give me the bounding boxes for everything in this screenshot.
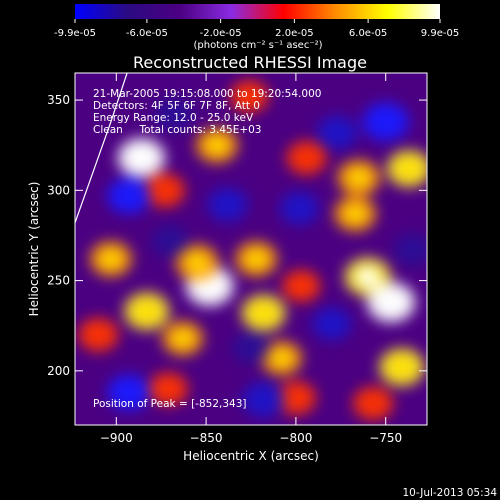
negative-blob — [317, 115, 358, 150]
emission-core — [186, 253, 208, 272]
x-tick-label: −800 — [279, 431, 312, 445]
y-tick-label: 250 — [47, 274, 70, 288]
emission-blob — [286, 141, 327, 175]
emission-blob — [148, 372, 188, 406]
y-tick-label: 350 — [47, 93, 70, 107]
x-tick-label: −900 — [100, 431, 133, 445]
emission-blob — [144, 173, 185, 208]
negative-blob — [151, 225, 189, 257]
y-tick-label: 300 — [47, 183, 70, 197]
negative-blob — [154, 98, 193, 131]
detectors-text: Detectors: 4F 5F 6F 7F 8F, Att 0 — [93, 100, 260, 112]
colorbar-tick-label: -9.9e-05 — [54, 28, 96, 39]
emission-blob — [78, 317, 119, 352]
chart-title: Reconstructed RHESSI Image — [133, 53, 367, 72]
negative-blob — [362, 102, 409, 141]
plot-frame — [74, 72, 428, 426]
emission-blob — [353, 386, 394, 421]
negative-blob — [207, 187, 248, 222]
peak-position-text: Position of Peak = [-852,343] — [93, 398, 247, 410]
emission-core — [246, 250, 267, 268]
emission-core — [100, 250, 122, 268]
emission-core — [135, 302, 158, 321]
negative-blob — [232, 331, 270, 363]
colorbar-unit-label: (photons cm⁻² s⁻¹ asec⁻²) — [193, 40, 322, 51]
emission-core — [398, 159, 420, 178]
emission-core — [379, 292, 404, 313]
x-axis-ticks: −900 −850 −800 −750 — [100, 73, 402, 445]
image-plot — [75, 73, 427, 425]
emission-core — [129, 148, 154, 168]
colorbar-tick-label: -6.0e-05 — [126, 28, 168, 39]
y-axis-ticks: 200 250 300 350 — [47, 93, 427, 378]
emission-core — [390, 357, 413, 377]
annotation-block: 21-Mar-2005 19:15:08.000 to 19:20:54.000… — [93, 88, 321, 136]
emission-core — [172, 330, 193, 347]
negative-blob — [279, 191, 319, 225]
emission-blob — [282, 270, 321, 303]
colorbar-tick-label: 2.0e-05 — [275, 28, 313, 39]
negative-blob — [393, 233, 427, 266]
emission-core — [344, 205, 366, 223]
emission-core — [348, 168, 370, 187]
colorbar-ticks: -9.9e-05 -6.0e-05 -2.0e-05 2.0e-05 6.0e-05 9.… — [54, 19, 459, 39]
negative-blob — [107, 177, 151, 214]
colorbar-tick-label: 9.9e-05 — [421, 28, 459, 39]
x-axis-label: Heliocentric X (arcsec) — [183, 449, 319, 463]
emission-core — [197, 276, 222, 297]
emission-core — [252, 304, 275, 323]
x-tick-label: −850 — [190, 431, 223, 445]
emission-blob — [275, 381, 316, 415]
emission-blob — [230, 80, 269, 113]
emission-core — [271, 349, 292, 367]
colorbar-tick-label: -2.0e-05 — [200, 28, 242, 39]
negative-blob — [107, 374, 151, 411]
footer-timestamp: 10-Jul-2013 05:34 — [402, 487, 497, 499]
colorbar — [75, 4, 440, 19]
emission-blobs — [78, 80, 427, 421]
x-tick-label: −750 — [369, 431, 402, 445]
negative-blob — [312, 307, 352, 341]
solar-limb-line — [75, 73, 128, 224]
y-axis-label: Heliocentric Y (arcsec) — [27, 182, 41, 317]
clean-counts-text: Clean Total counts: 3.45E+03 — [93, 124, 262, 136]
y-tick-label: 200 — [47, 364, 70, 378]
colorbar-tick-label: 6.0e-05 — [349, 28, 387, 39]
time-range-text: 21-Mar-2005 19:15:08.000 to 19:20:54.000 — [93, 88, 321, 100]
negative-blob — [242, 382, 285, 418]
emission-core — [206, 136, 228, 154]
emission-core — [356, 267, 380, 287]
energy-range-text: Energy Range: 12.0 - 25.0 keV — [93, 112, 254, 124]
